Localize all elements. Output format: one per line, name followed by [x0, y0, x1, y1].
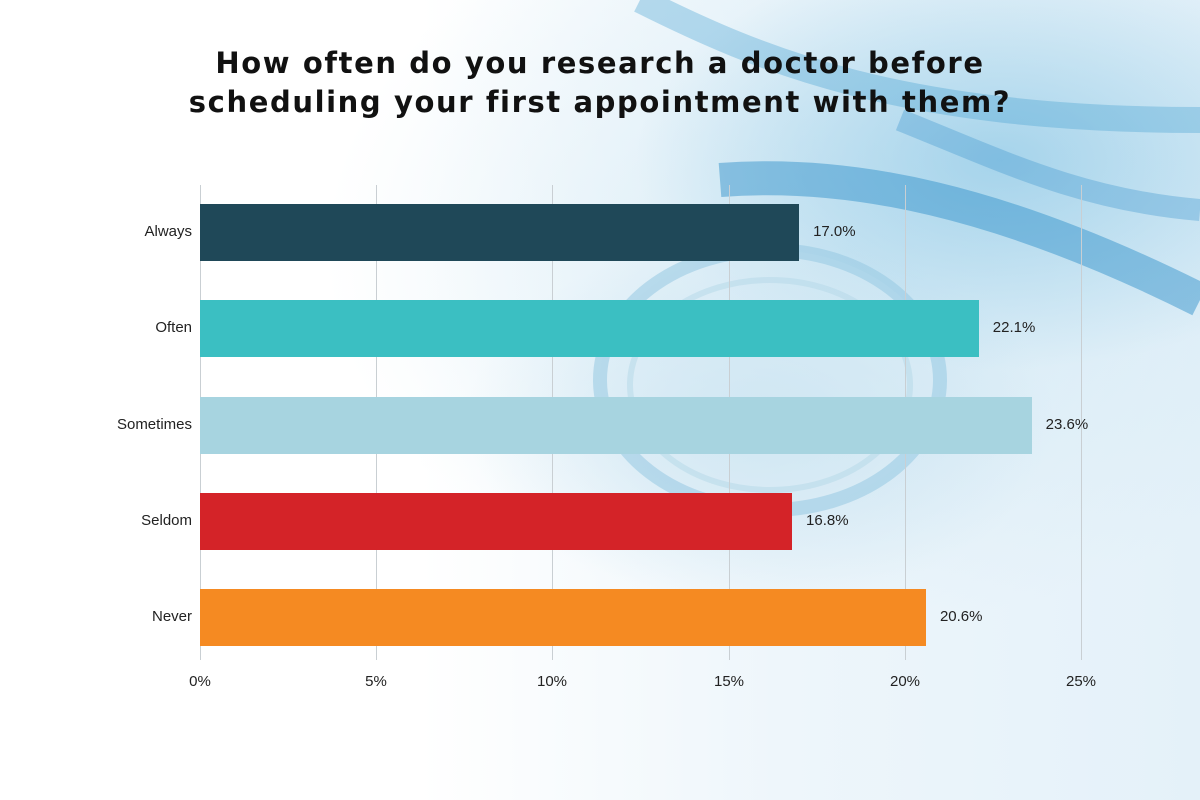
category-label-always: Always	[144, 223, 192, 240]
x-tick-5: 5%	[365, 673, 387, 690]
x-tick-20: 20%	[889, 673, 921, 690]
x-tick-10: 10%	[536, 673, 568, 690]
bar-seldom	[200, 493, 793, 550]
chart-title-line-1: How often do you research a doctor befor…	[215, 46, 985, 80]
value-label-always: 17.0%	[813, 223, 856, 240]
category-label-sometimes: Sometimes	[116, 416, 192, 433]
value-label-often: 22.1%	[992, 319, 1036, 336]
bar-sometimes	[200, 397, 1032, 454]
category-label-often: Often	[155, 319, 192, 336]
value-label-seldom: 16.8%	[806, 512, 849, 529]
value-label-never: 20.6%	[939, 608, 983, 625]
x-tick-15: 15%	[713, 673, 745, 690]
value-label-sometimes: 23.6%	[1045, 416, 1089, 433]
chart-title-line-2: scheduling your first appointment with t…	[188, 85, 1012, 119]
bar-never	[200, 589, 926, 646]
gridline-25	[1081, 185, 1082, 660]
bar-always	[200, 204, 800, 261]
x-tick-0: 0%	[189, 673, 211, 690]
category-label-seldom: Seldom	[141, 512, 192, 529]
category-label-never: Never	[151, 608, 192, 625]
chart-title: How often do you research a doctor befor…	[0, 44, 1200, 122]
x-tick-25: 25%	[1065, 673, 1097, 690]
bar-often	[200, 300, 979, 357]
